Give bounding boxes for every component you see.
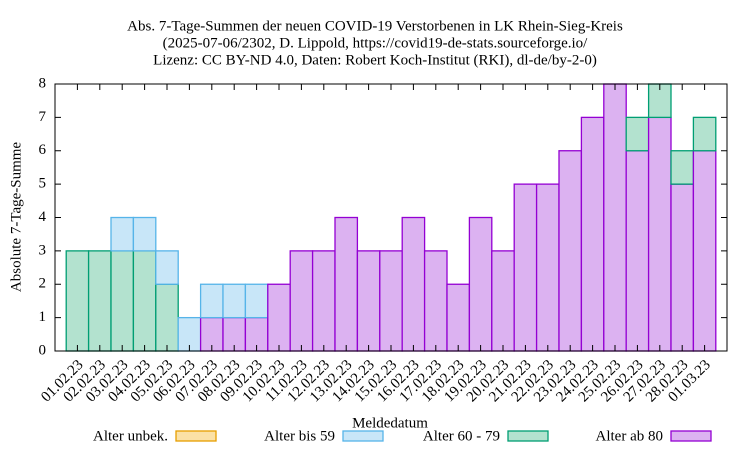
bar [65,250,90,352]
bar [356,250,381,352]
bar [692,150,717,352]
bar [334,216,359,352]
chart-title: Abs. 7-Tage-Summen der neuen COVID-19 Ve… [127,18,623,34]
y-tick-label: 5 [39,176,47,192]
chart-license: Lizenz: CC BY-ND 4.0, Daten: Robert Koch… [153,52,597,68]
bar [580,116,605,352]
y-tick-label: 3 [39,242,47,258]
y-axis-label: Absolute 7-Tage-Summe [8,142,24,293]
bar [379,250,403,352]
legend-swatch [175,430,217,442]
bar [446,283,471,352]
bar [603,83,627,352]
bar [625,150,650,352]
y-tick-label: 0 [39,342,47,358]
bar [132,216,157,252]
bar [267,283,291,352]
bar [289,250,314,352]
bar [110,216,135,252]
bar [132,250,157,352]
bar [87,250,112,352]
legend-label: Alter unbek. [93,428,168,444]
legend-swatch [670,430,712,442]
legend-swatch [507,430,549,442]
plot-frame [54,83,728,352]
y-tick-label: 6 [39,142,47,158]
bar [513,183,538,352]
y-tick-label: 7 [39,109,47,125]
legend-label: Alter bis 59 [264,428,335,444]
bar [423,250,448,352]
bar [647,116,672,352]
y-tick-label: 4 [39,209,47,225]
y-tick-label: 8 [39,75,47,91]
bar [110,250,135,352]
chart-subtitle: (2025-07-06/2302, D. Lippold, https://co… [163,35,588,51]
bar [311,250,336,352]
bar [468,216,493,352]
bar [491,250,515,352]
bar [155,283,179,352]
bar [670,183,695,352]
legend-swatch [342,430,384,442]
bar [199,283,224,319]
bar [692,116,717,152]
bar [222,283,247,319]
bar [558,150,583,352]
y-tick-label: 2 [39,276,47,292]
bar [625,116,650,152]
legend-label: Alter ab 80 [596,428,663,444]
legend-label: Alter 60 - 79 [423,428,500,444]
bar [155,250,179,285]
x-axis-label: Meldedatum [352,415,428,431]
bar [670,150,695,185]
bar [244,283,269,319]
bar [401,216,426,352]
bar [535,183,560,352]
y-tick-label: 1 [39,309,47,325]
